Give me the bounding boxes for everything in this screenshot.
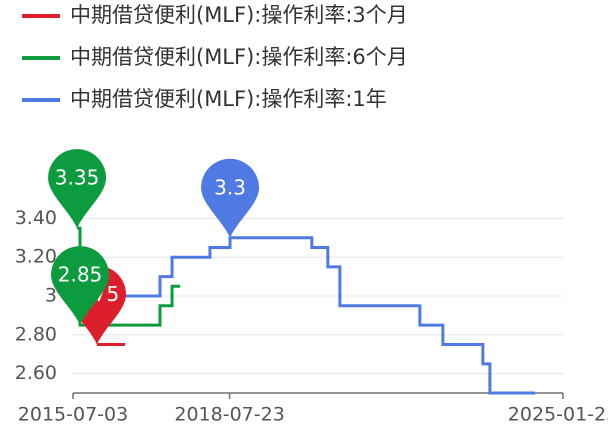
y-tick-label: 3.40 [15,207,57,229]
x-tick-label: 2025-01-23 [508,404,608,426]
series-line [99,236,536,395]
y-tick-label: 3 [45,285,57,307]
y-tick-label: 3.20 [15,246,57,268]
y-tick-label: 2.60 [15,362,57,384]
mark-point [201,158,260,238]
y-tick-label: 2.80 [15,323,57,345]
x-tick-label: 2018-07-23 [174,404,284,426]
mark-point [48,149,107,229]
mark-point-label: 2.85 [58,263,103,287]
mark-point [51,246,110,326]
legend-label: 中期借贷便利(MLF):操作利率:6个月 [70,45,408,69]
x-tick-label: 2015-07-03 [18,404,128,426]
series-line [77,226,181,327]
mark-point-label: 3.3 [214,175,246,199]
legend-label: 中期借贷便利(MLF):操作利率:3个月 [70,3,408,27]
mark-point-label: 3.35 [55,166,100,190]
legend-label: 中期借贷便利(MLF):操作利率:1年 [70,87,387,111]
